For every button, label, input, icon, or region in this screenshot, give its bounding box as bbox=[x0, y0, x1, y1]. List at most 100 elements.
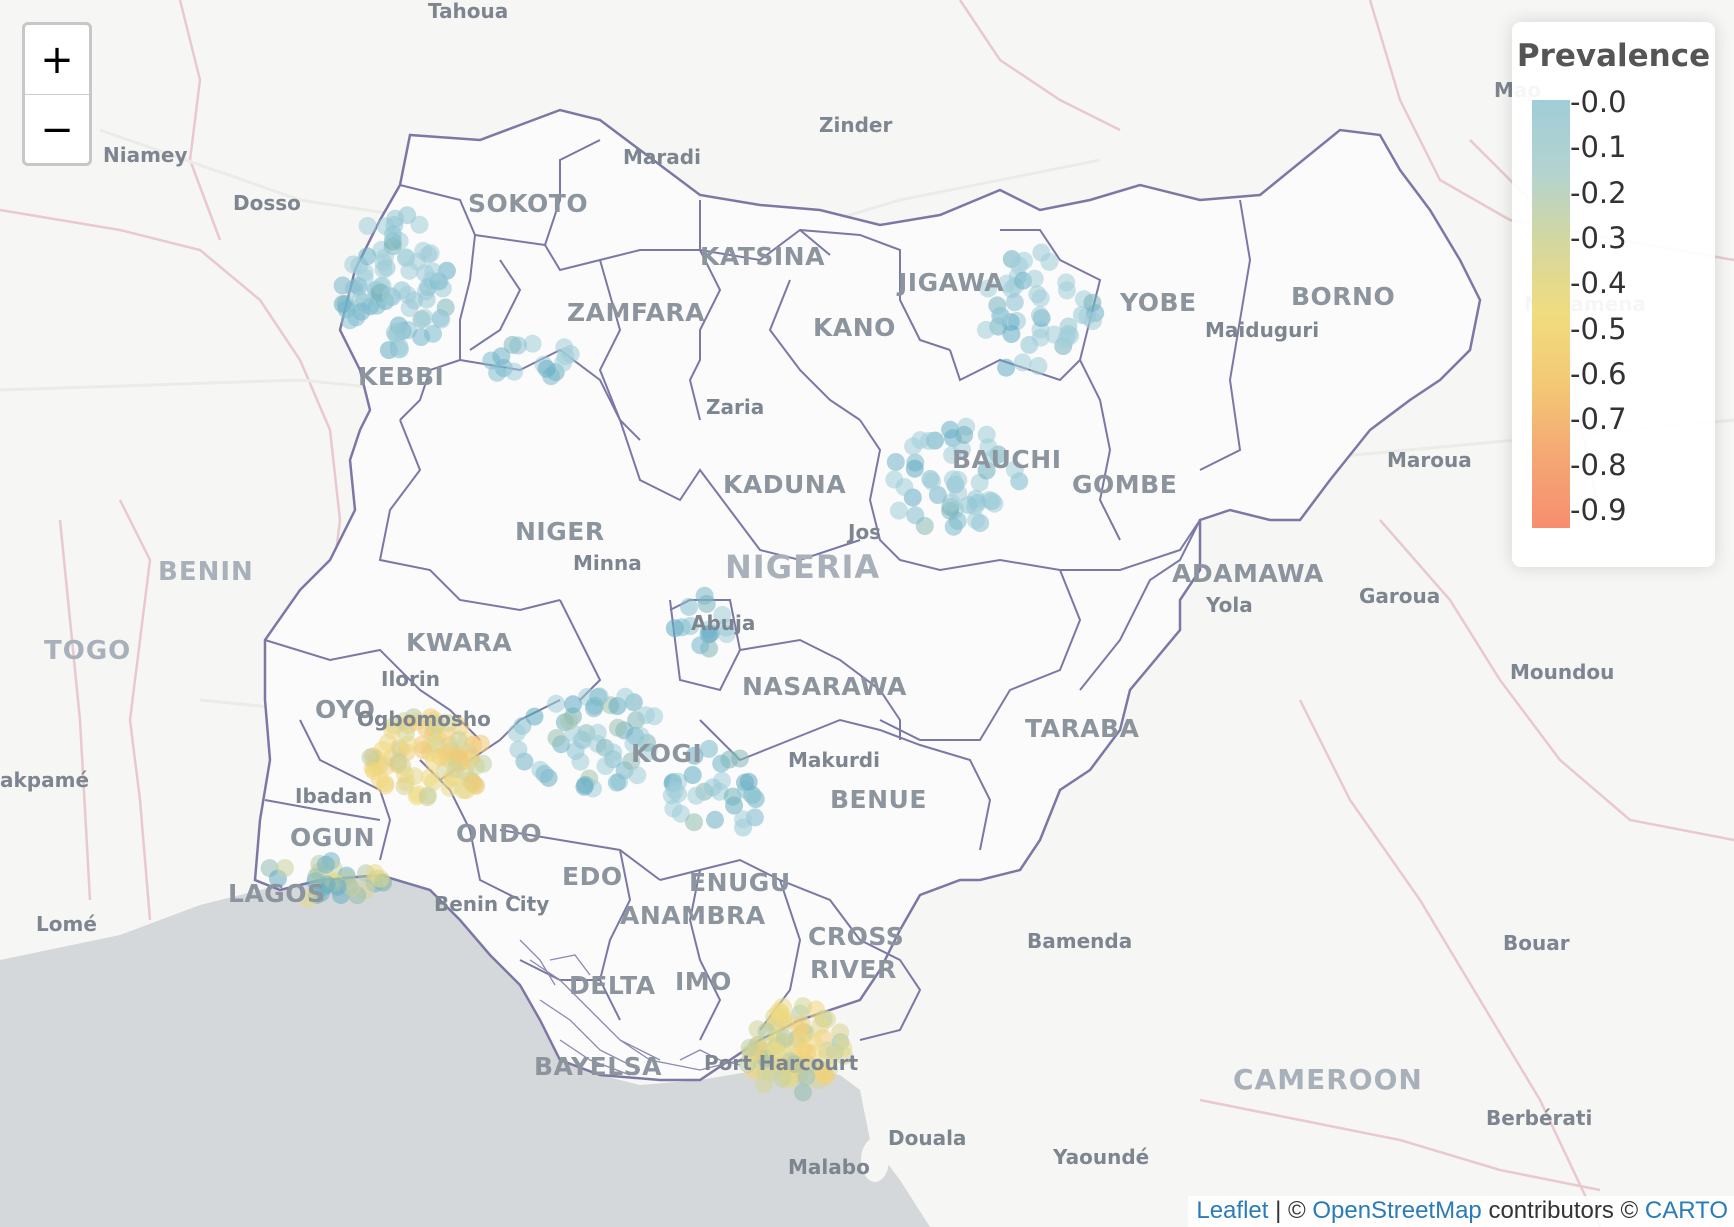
survey-point[interactable] bbox=[537, 359, 556, 378]
survey-point[interactable] bbox=[333, 276, 352, 295]
survey-point[interactable] bbox=[825, 1042, 844, 1061]
survey-point[interactable] bbox=[507, 723, 526, 742]
survey-point[interactable] bbox=[923, 472, 942, 491]
survey-point[interactable] bbox=[384, 225, 402, 244]
survey-point[interactable] bbox=[585, 696, 604, 715]
survey-point[interactable] bbox=[547, 694, 565, 713]
survey-point[interactable] bbox=[665, 619, 684, 638]
survey-point[interactable] bbox=[391, 340, 410, 359]
survey-point[interactable] bbox=[1057, 330, 1076, 349]
survey-point[interactable] bbox=[943, 445, 962, 464]
survey-point[interactable] bbox=[421, 768, 439, 787]
survey-point[interactable] bbox=[734, 810, 753, 829]
survey-point[interactable] bbox=[355, 268, 374, 287]
survey-point[interactable] bbox=[785, 1055, 804, 1074]
carto-link[interactable]: CARTO bbox=[1644, 1197, 1728, 1224]
survey-point[interactable] bbox=[365, 761, 383, 780]
survey-point[interactable] bbox=[405, 767, 424, 786]
survey-point[interactable] bbox=[424, 324, 442, 343]
survey-point[interactable] bbox=[397, 248, 416, 267]
survey-point[interactable] bbox=[1083, 312, 1102, 330]
survey-point[interactable] bbox=[811, 1016, 830, 1035]
survey-point[interactable] bbox=[367, 296, 386, 315]
survey-point[interactable] bbox=[1031, 328, 1050, 347]
survey-point[interactable] bbox=[977, 425, 996, 444]
survey-point[interactable] bbox=[941, 420, 960, 439]
survey-point[interactable] bbox=[307, 867, 326, 886]
survey-point[interactable] bbox=[792, 1015, 811, 1034]
survey-point[interactable] bbox=[885, 470, 904, 489]
survey-point[interactable] bbox=[985, 494, 1004, 513]
survey-point[interactable] bbox=[454, 781, 473, 799]
survey-point[interactable] bbox=[414, 741, 433, 760]
survey-point[interactable] bbox=[831, 1023, 850, 1042]
survey-point[interactable] bbox=[991, 306, 1010, 325]
survey-point[interactable] bbox=[691, 636, 710, 655]
survey-point[interactable] bbox=[432, 310, 451, 329]
survey-point[interactable] bbox=[984, 449, 1003, 468]
survey-point[interactable] bbox=[275, 859, 294, 878]
survey-point[interactable] bbox=[706, 810, 724, 829]
survey-point[interactable] bbox=[624, 734, 643, 753]
survey-point[interactable] bbox=[717, 618, 736, 637]
survey-point[interactable] bbox=[979, 279, 998, 298]
survey-point[interactable] bbox=[1015, 251, 1033, 270]
survey-point[interactable] bbox=[685, 746, 704, 765]
survey-point[interactable] bbox=[798, 1044, 817, 1063]
survey-point[interactable] bbox=[1083, 293, 1102, 312]
survey-point[interactable] bbox=[547, 729, 566, 747]
survey-point[interactable] bbox=[358, 247, 377, 266]
survey-point[interactable] bbox=[955, 425, 974, 444]
survey-point[interactable] bbox=[607, 773, 626, 792]
survey-point[interactable] bbox=[449, 746, 468, 764]
survey-point[interactable] bbox=[604, 743, 623, 762]
survey-point[interactable] bbox=[400, 261, 419, 280]
survey-point[interactable] bbox=[622, 752, 641, 771]
survey-point[interactable] bbox=[636, 706, 655, 725]
survey-point[interactable] bbox=[1005, 293, 1024, 312]
survey-point[interactable] bbox=[410, 215, 429, 234]
survey-point[interactable] bbox=[509, 740, 528, 759]
survey-point[interactable] bbox=[906, 506, 925, 525]
survey-point[interactable] bbox=[608, 718, 627, 737]
survey-point[interactable] bbox=[427, 715, 445, 734]
survey-point[interactable] bbox=[628, 766, 647, 785]
survey-point[interactable] bbox=[424, 262, 443, 281]
survey-point[interactable] bbox=[905, 459, 924, 478]
survey-point[interactable] bbox=[773, 1069, 792, 1088]
leaflet-link[interactable]: Leaflet bbox=[1196, 1197, 1269, 1224]
survey-point[interactable] bbox=[328, 877, 347, 896]
survey-point[interactable] bbox=[525, 707, 544, 726]
survey-point[interactable] bbox=[1057, 281, 1076, 300]
survey-point[interactable] bbox=[740, 1038, 759, 1057]
survey-point[interactable] bbox=[415, 308, 434, 327]
survey-point[interactable] bbox=[386, 209, 405, 228]
survey-point[interactable] bbox=[720, 750, 739, 769]
survey-point[interactable] bbox=[703, 778, 722, 797]
survey-point[interactable] bbox=[471, 734, 490, 753]
survey-point[interactable] bbox=[571, 752, 590, 771]
survey-point[interactable] bbox=[376, 248, 394, 267]
zoom-in-button[interactable]: + bbox=[25, 25, 89, 95]
zoom-out-button[interactable]: − bbox=[40, 106, 74, 153]
survey-point[interactable] bbox=[1029, 357, 1048, 375]
survey-point[interactable] bbox=[446, 760, 465, 779]
osm-link[interactable]: OpenStreetMap bbox=[1312, 1197, 1482, 1224]
survey-point[interactable] bbox=[616, 687, 635, 706]
survey-point[interactable] bbox=[393, 756, 412, 775]
survey-point[interactable] bbox=[509, 336, 528, 355]
survey-point[interactable] bbox=[886, 453, 905, 471]
survey-point[interactable] bbox=[967, 511, 985, 530]
survey-point[interactable] bbox=[299, 890, 318, 908]
survey-point[interactable] bbox=[1025, 269, 1044, 288]
survey-point[interactable] bbox=[920, 431, 939, 450]
survey-point[interactable] bbox=[681, 617, 700, 635]
survey-point[interactable] bbox=[556, 347, 575, 366]
survey-point[interactable] bbox=[316, 855, 335, 874]
survey-point[interactable] bbox=[361, 748, 380, 767]
survey-point[interactable] bbox=[685, 813, 703, 832]
survey-point[interactable] bbox=[405, 291, 424, 310]
survey-point[interactable] bbox=[997, 358, 1016, 377]
survey-point[interactable] bbox=[904, 437, 923, 456]
survey-point[interactable] bbox=[797, 1068, 816, 1087]
